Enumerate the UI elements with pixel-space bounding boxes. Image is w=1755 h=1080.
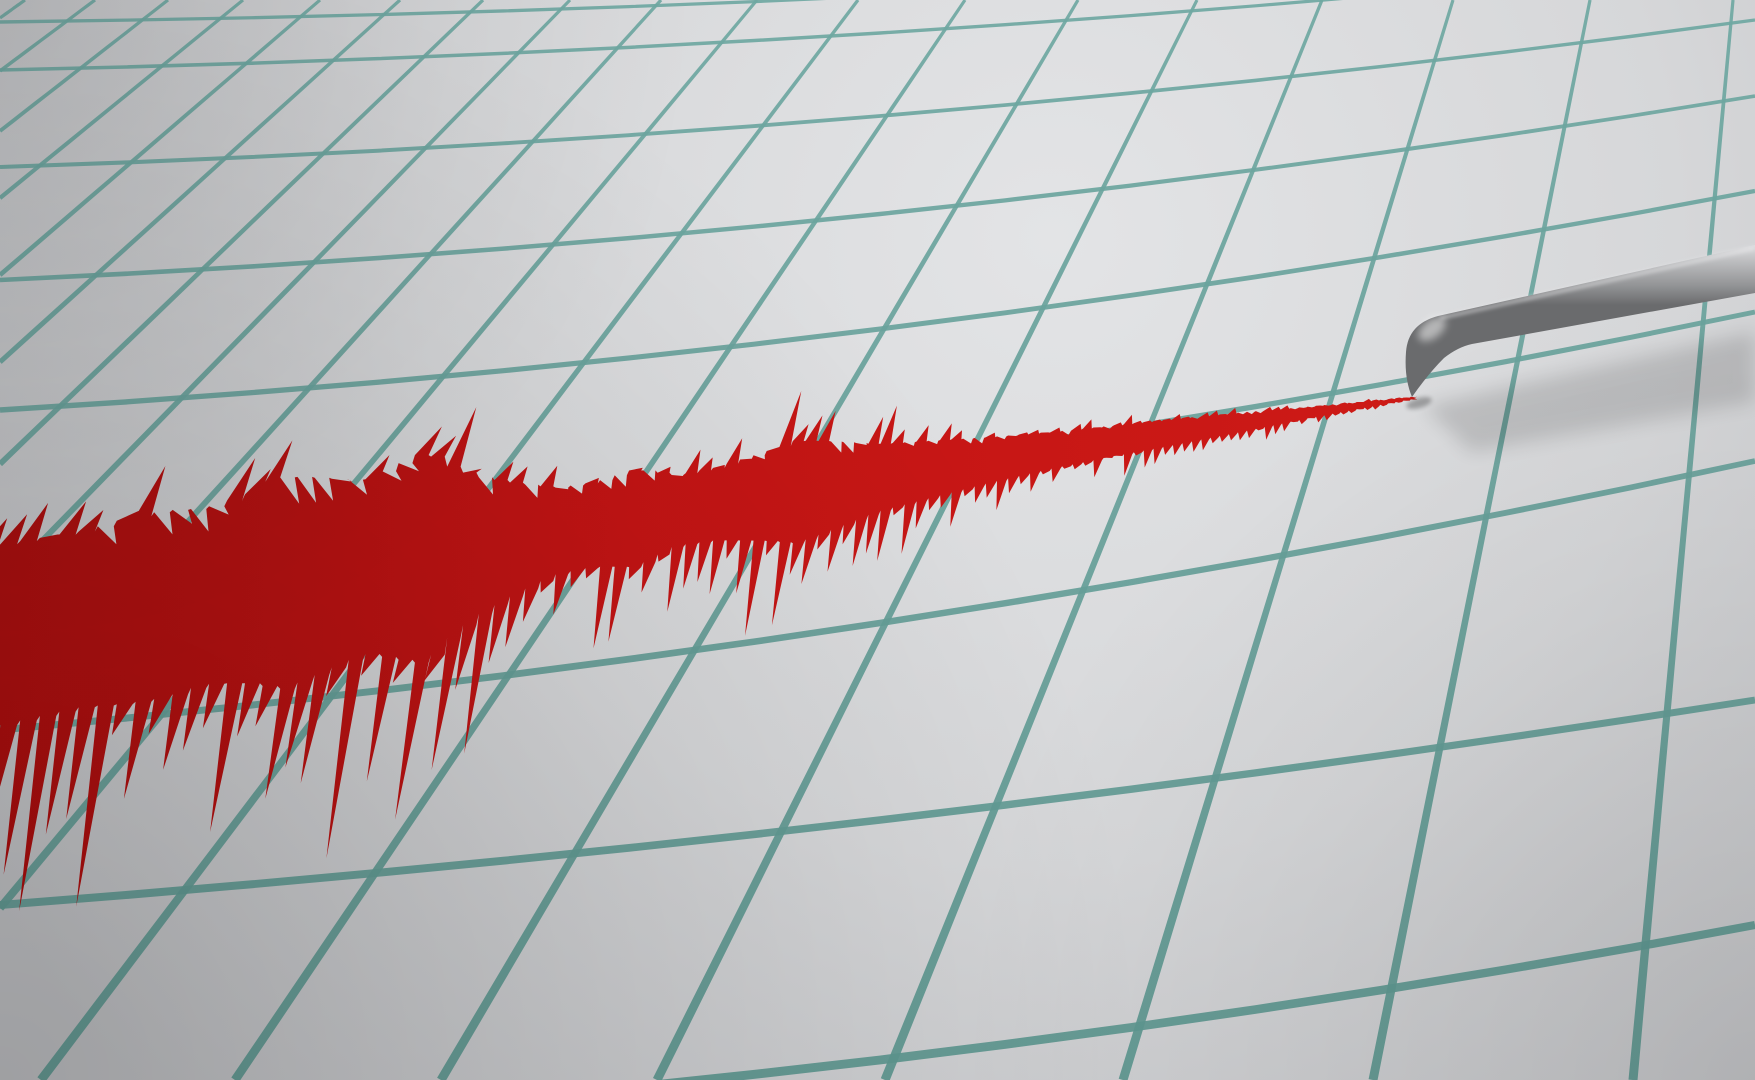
pen-arm-body xyxy=(1405,245,1755,397)
pen-shadow xyxy=(1424,332,1755,452)
pen-tip-contact-shadow xyxy=(1406,397,1432,409)
pen-elbow-highlight xyxy=(1418,316,1446,342)
pen-top-edge-highlight xyxy=(1439,246,1755,320)
pen-arm xyxy=(1405,245,1755,397)
